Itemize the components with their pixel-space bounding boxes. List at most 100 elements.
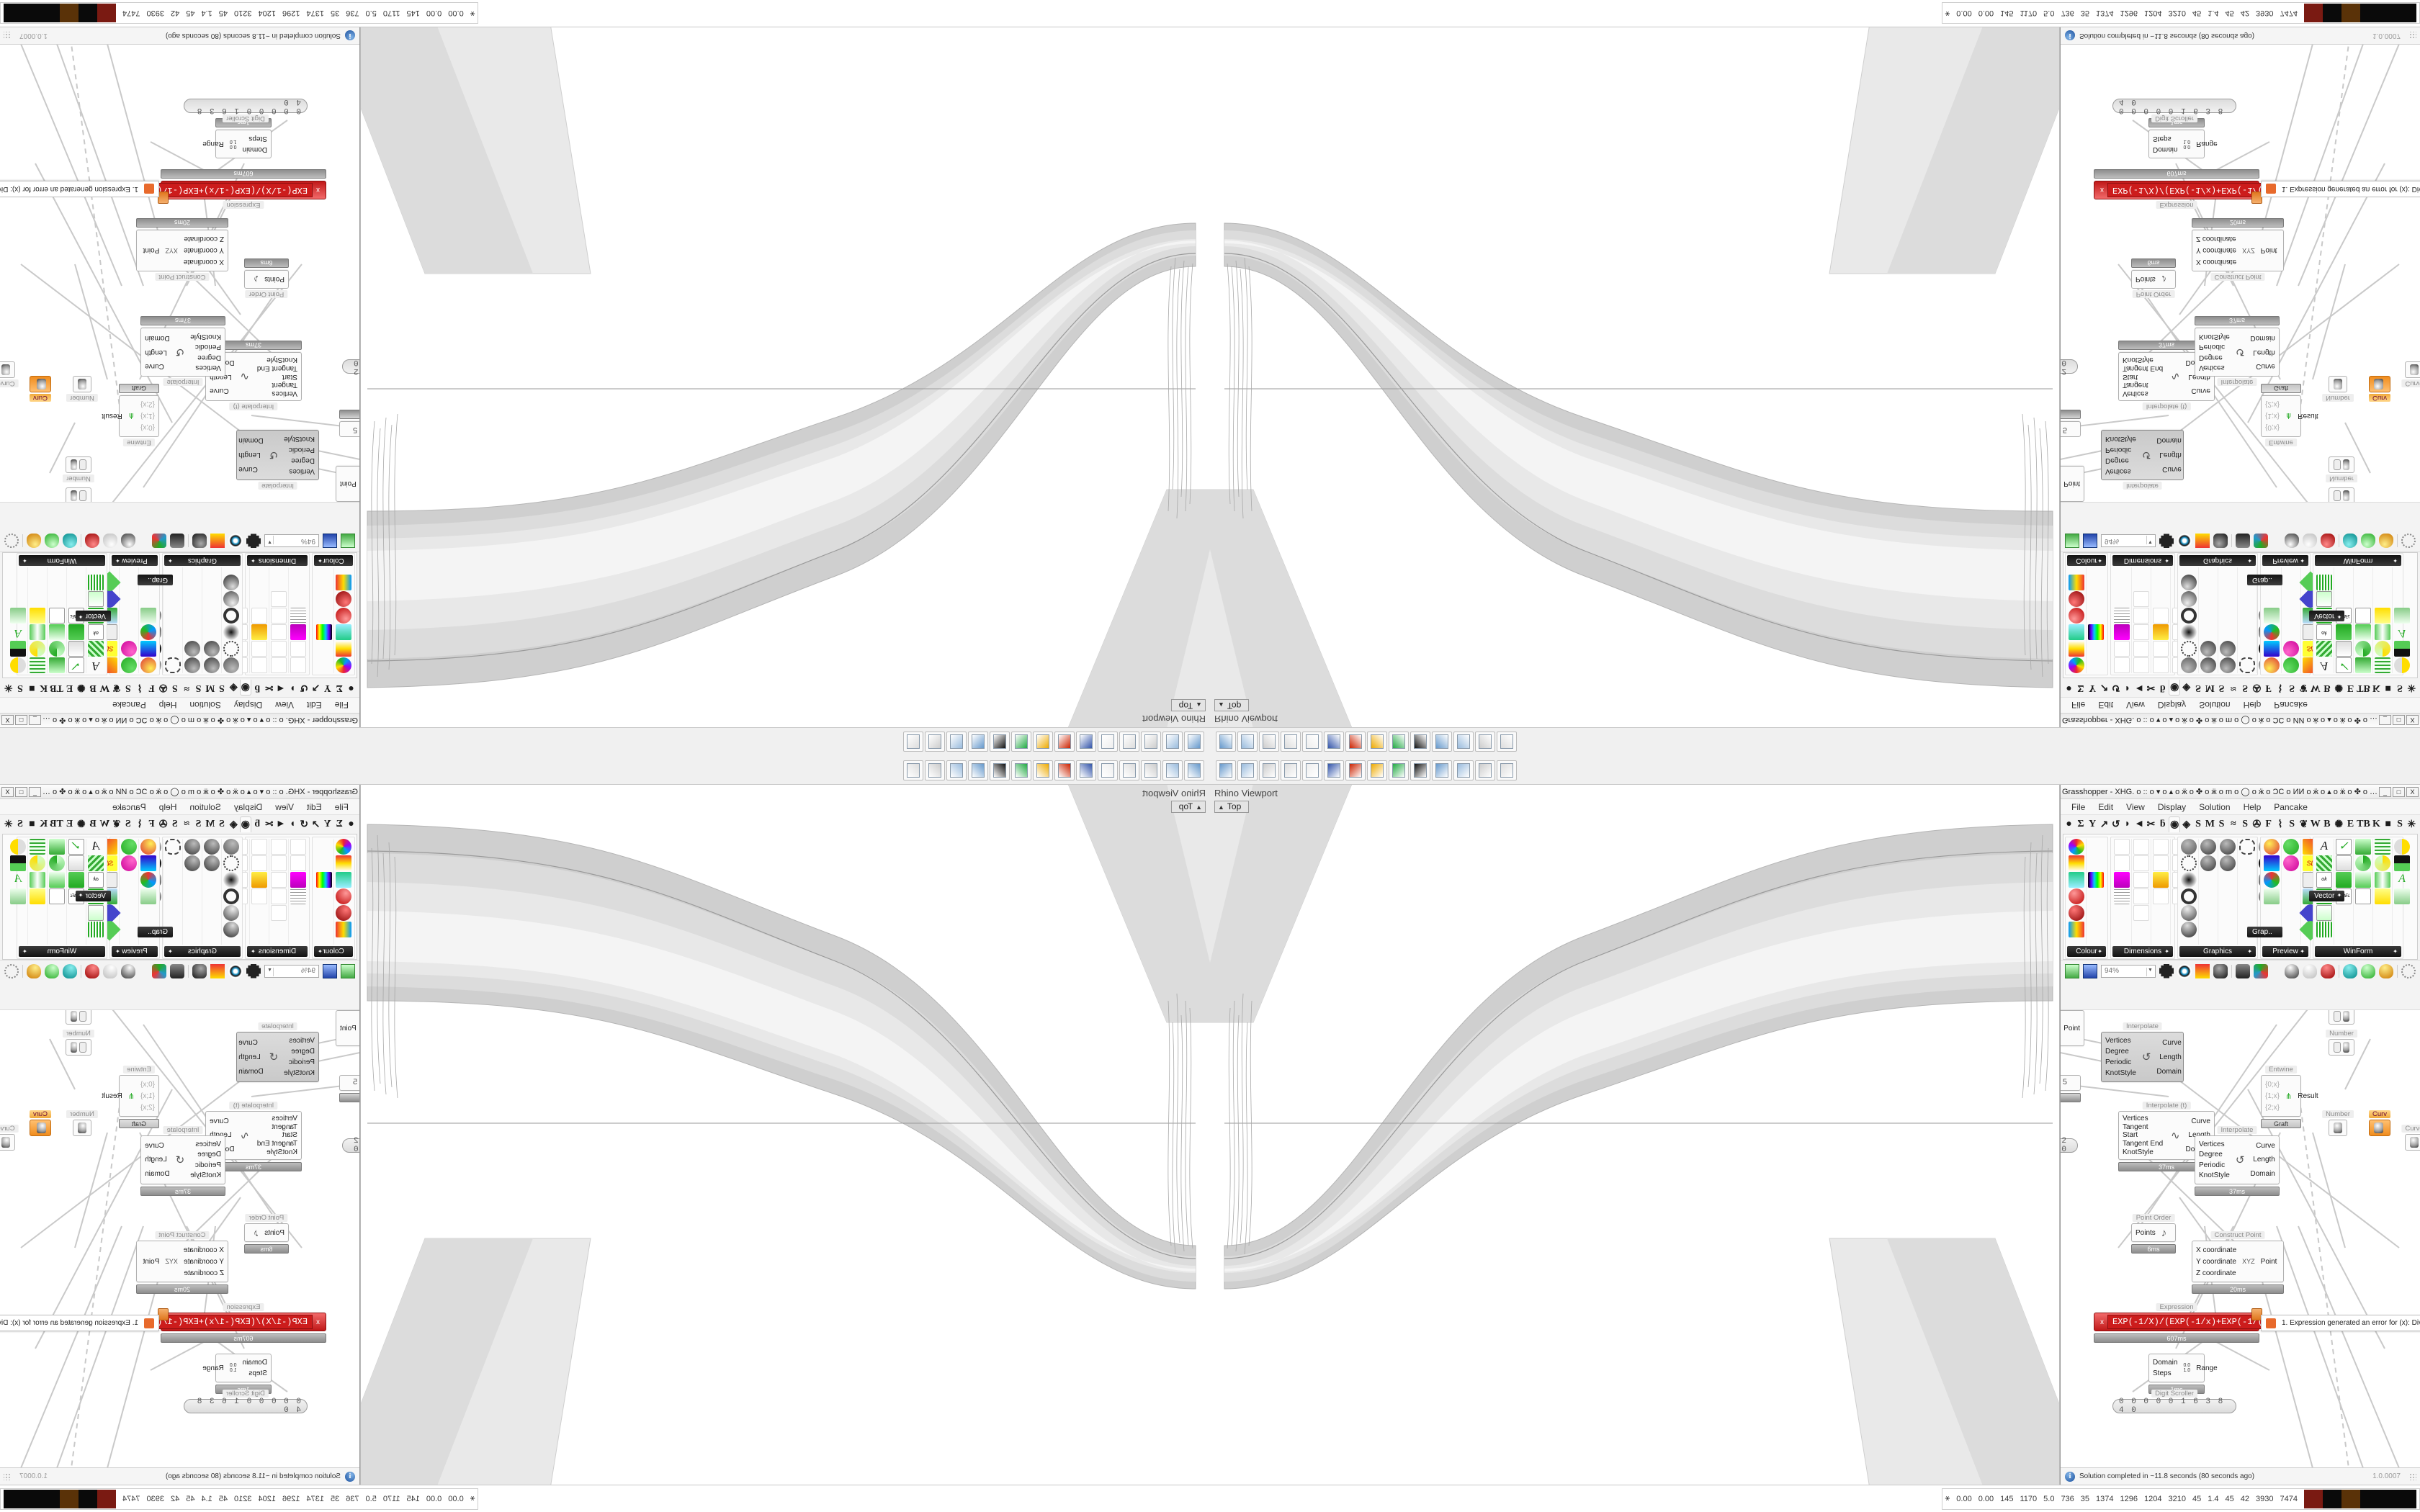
zoom-level-input[interactable]: 94% ▼ [2101,534,2156,548]
preview-graph-icon[interactable] [140,888,156,904]
grasshopper-tab-2[interactable]: Y [323,683,331,693]
preview-quality-icon[interactable] [2379,534,2393,549]
tag-icon[interactable] [2114,657,2130,673]
winform-halfsquare-icon[interactable] [2394,641,2410,657]
open-file-icon[interactable] [341,963,355,978]
winform-listbox-icon[interactable] [49,888,65,904]
winform-pie2-icon[interactable] [49,641,65,657]
menu-item-display[interactable]: Display [2157,700,2187,711]
node-expression[interactable]: Expression x EXP(-1/X)/(EXP(-1/x)+EXP(-1… [120,169,326,209]
grasshopper-tab-20[interactable]: ❦ [112,819,121,830]
menu-item-solution[interactable]: Solution [2199,700,2231,711]
tag-icon[interactable] [2114,839,2130,855]
grasshopper-tab-15[interactable]: S [2242,819,2248,829]
port-label[interactable]: Length [238,1053,261,1061]
grasshopper-tab-15[interactable]: S [172,683,178,693]
menu-item-file[interactable]: File [2071,700,2086,711]
window-buttons[interactable]: _ □ X [2379,715,2419,726]
winform-compare-icon[interactable] [30,872,45,888]
hsl-icon[interactable] [316,657,332,673]
material-swatch-4[interactable] [22,1489,41,1508]
rhino-toolbar-button-5[interactable] [1324,760,1344,780]
sphere-dark-icon[interactable] [2181,575,2197,590]
link-icon[interactable] [2220,855,2236,871]
colour-sphere-red-icon[interactable] [336,888,351,904]
port-label[interactable]: {0;x} [140,423,155,432]
smooth-preview-icon[interactable] [2361,534,2375,549]
port-label[interactable]: Domain [238,1067,264,1076]
grasshopper-tab-24[interactable]: E [2347,683,2354,693]
pin-icon[interactable]: ✦ [2300,948,2305,955]
port-label[interactable]: {1;x} [140,412,155,420]
node-entwine[interactable]: Entwine {0;x} {1;x} {2;x} ⋔ Result [102,384,159,446]
grasshopper-tab-18[interactable]: ⌇ [137,682,143,693]
window-buttons[interactable]: _ □ X [2379,786,2419,797]
winform-moon-icon[interactable] [10,839,26,855]
winform-list-icon[interactable] [2316,591,2332,607]
radius-dim-icon[interactable] [2153,657,2169,673]
material-swatches[interactable] [2304,1489,2416,1508]
grasshopper-tab-25[interactable]: TB [50,819,63,829]
sphere-dark-icon[interactable] [223,922,239,937]
port-label[interactable]: Curve [2256,361,2275,370]
material-swatch-4[interactable] [22,4,41,23]
grasshopper-tab-10[interactable]: ◈ [2182,819,2191,830]
grasshopper-tab-13[interactable]: S [2218,819,2225,829]
port-label[interactable]: Y coordinate [184,246,224,255]
port-label[interactable]: Z coordinate [184,1269,224,1277]
error-flag-icon[interactable] [2251,1308,2262,1320]
magenta-fill-icon[interactable] [2114,872,2130,888]
colour-swatch-icon[interactable] [2069,872,2084,888]
rhino-viewport[interactable]: Rhino Viewport ▲Top [360,27,1210,727]
leader-icon[interactable] [271,591,287,607]
expression-input-label[interactable]: x [2100,1318,2104,1326]
node-curve-param-2[interactable]: Curv [29,1110,52,1136]
pin-icon[interactable]: ✦ [2097,948,2102,955]
material-swatch-4[interactable] [2379,4,2398,23]
zoom-extents-icon[interactable] [246,964,261,978]
winform-pie3-icon[interactable] [2375,641,2390,657]
grasshopper-tab-3[interactable]: ↗ [311,819,321,830]
angle-dim-icon[interactable] [2133,839,2149,855]
material-swatch-3[interactable] [2360,4,2379,23]
node-number-param-2[interactable]: Number [66,376,98,402]
angle-dim-icon[interactable] [2133,657,2149,673]
port-label[interactable]: Vertices [2105,1037,2131,1045]
port-label[interactable]: Vertices [289,467,315,475]
preview-eye-icon[interactable] [228,534,243,549]
tag-icon[interactable] [290,657,306,673]
mesh-preview-icon[interactable] [63,963,77,978]
colour-wheel-icon[interactable] [336,839,351,855]
grasshopper-tab-24[interactable]: E [66,819,73,829]
port-label[interactable]: KnotStyle [2105,435,2136,443]
param-body[interactable] [66,456,91,473]
node-range[interactable]: Domain Steps 0.0 1.0 Range 1ms [202,118,272,158]
port-label[interactable]: Tangent Start [272,372,297,389]
grasshopper-tab-5[interactable]: ◗ [289,819,296,829]
port-label[interactable]: Domain [238,436,264,445]
winform-compare-icon[interactable] [2375,624,2390,640]
pin-icon[interactable]: ✦ [2247,948,2252,955]
port-label[interactable]: Periodic [2105,446,2132,454]
rhino-toolbar-button-12[interactable] [1475,732,1495,752]
grasshopper-tab-0[interactable]: ● [348,819,354,829]
zoom-dropdown-arrow[interactable]: ▼ [2146,967,2154,976]
port-label[interactable]: Domain [145,334,170,343]
menu-item-edit[interactable]: Edit [2098,700,2114,711]
grasshopper-tab-27[interactable]: ■ [2385,819,2391,829]
grasshopper-tab-11[interactable]: S [219,683,225,693]
grasshopper-tab-7[interactable]: ✂ [2146,682,2156,693]
grasshopper-tab-2[interactable]: Y [323,819,331,829]
table-icon[interactable] [2220,657,2236,673]
winform-compare-icon[interactable] [30,624,45,640]
port-label[interactable]: Vertices [2123,1115,2148,1123]
menu-item-file[interactable]: File [334,700,349,711]
port-label[interactable]: Domain [2153,145,2178,153]
port-label[interactable]: KnotStyle [2199,1171,2230,1180]
hatch-icon[interactable] [271,608,287,624]
point-dim-icon[interactable] [2153,608,2169,624]
preview-wireframe-icon[interactable] [2303,963,2317,978]
port-label[interactable]: KnotStyle [284,1069,315,1077]
grasshopper-tab-4[interactable]: ↺ [2111,819,2120,830]
port-label[interactable]: Periodic [288,1058,315,1066]
